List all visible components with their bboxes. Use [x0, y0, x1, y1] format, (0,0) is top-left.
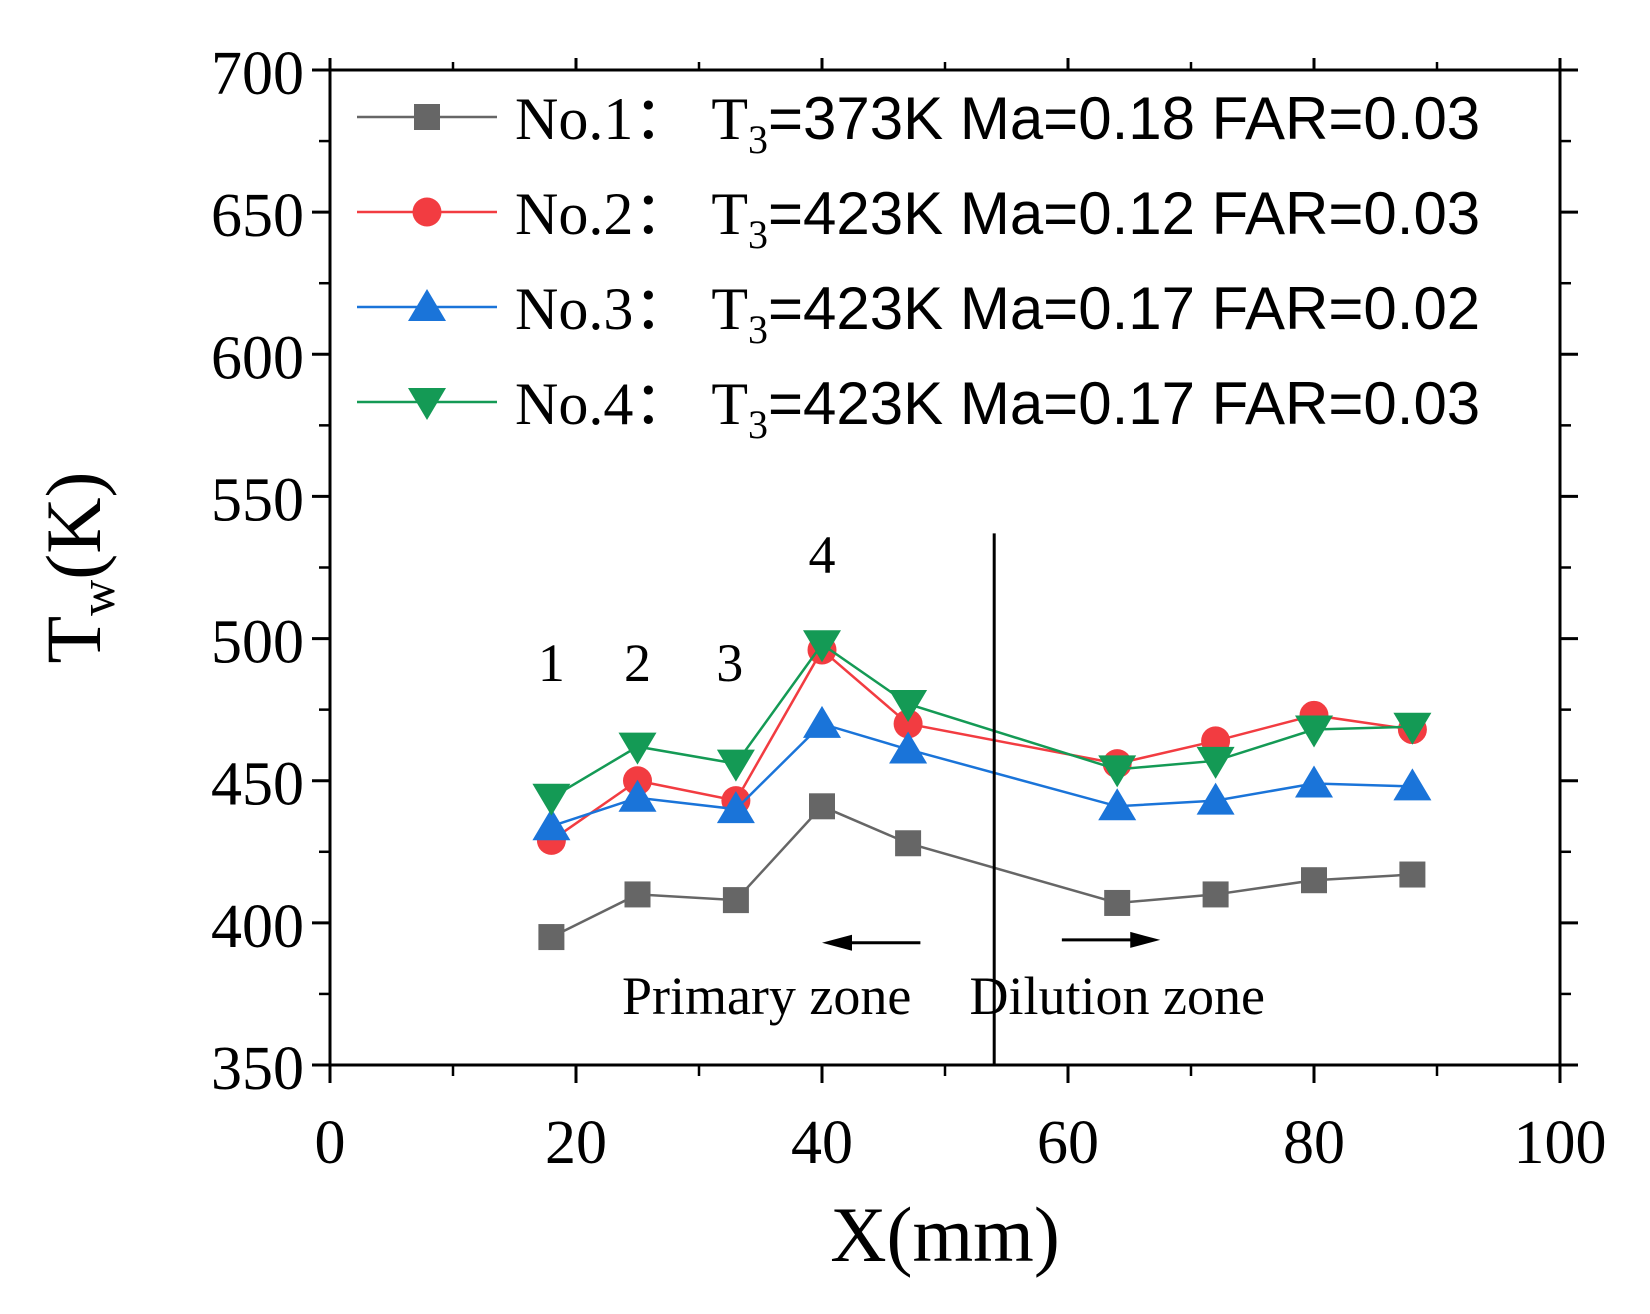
- dilution-zone-arrow-head: [1130, 931, 1161, 948]
- legend-label-case: No.2：: [515, 181, 693, 247]
- data-point: [1196, 782, 1235, 815]
- y-axis-title-unit: (K): [30, 471, 117, 579]
- x-tick-label: 80: [1283, 1109, 1345, 1177]
- legend-label-rest: =373K Ma=0.18 FAR=0.03: [768, 85, 1480, 152]
- legend-label: No.2： T3=423K Ma=0.12 FAR=0.03: [515, 180, 1480, 257]
- data-point: [532, 783, 571, 816]
- legend-label-sub: 3: [748, 307, 768, 352]
- data-point: [1104, 889, 1131, 916]
- data-point: [538, 924, 565, 951]
- series-group: [532, 630, 1432, 951]
- legend-label-rest: =423K Ma=0.12 FAR=0.03: [768, 180, 1480, 247]
- data-point: [895, 830, 922, 857]
- data-point: [1196, 746, 1235, 779]
- data-point: [722, 887, 749, 914]
- legend-label-case: No.1：: [515, 86, 693, 152]
- data-point: [1295, 765, 1333, 798]
- series-line: [550, 648, 1413, 842]
- legend-label-t: T: [711, 86, 748, 152]
- annotations: 1 2 3 4 Primary zone Dilution zone: [538, 525, 1265, 1065]
- data-point: [889, 689, 928, 722]
- series-no3: [532, 705, 1432, 841]
- data-point: [1098, 755, 1137, 788]
- legend-marker: [412, 197, 442, 227]
- data-point: [889, 731, 928, 764]
- data-point: [624, 881, 651, 908]
- legend-label-sub: 3: [748, 117, 768, 162]
- x-tick-label: 20: [545, 1109, 607, 1177]
- data-point: [809, 793, 835, 820]
- legend-label-t: T: [711, 276, 748, 342]
- legend-item: No.3： T3=423K Ma=0.17 FAR=0.02: [357, 275, 1480, 352]
- series-line: [550, 642, 1413, 799]
- y-tick-label: 400: [211, 893, 304, 961]
- dilution-zone-label: Dilution zone: [969, 966, 1264, 1026]
- legend-item: No.1： T3=373K Ma=0.18 FAR=0.03: [357, 85, 1480, 162]
- data-point: [1301, 867, 1327, 894]
- series-no1: [538, 793, 1426, 951]
- x-tick-label: 60: [1037, 1109, 1099, 1177]
- data-point: [1393, 712, 1432, 745]
- legend-marker: [414, 104, 440, 130]
- legend-marker: [408, 289, 446, 321]
- legend-label-sub: 3: [748, 402, 768, 447]
- y-tick-label: 450: [211, 751, 304, 819]
- position-label: 1: [538, 633, 565, 693]
- x-tick-label: 0: [315, 1109, 346, 1177]
- series-no4: [532, 630, 1432, 816]
- legend-item: No.4： T3=423K Ma=0.17 FAR=0.03: [357, 370, 1480, 447]
- position-label: 2: [624, 633, 651, 693]
- legend-label-case: No.4：: [515, 371, 693, 437]
- data-point: [716, 749, 755, 782]
- x-tick-label: 40: [791, 1109, 853, 1177]
- y-tick-label: 600: [211, 324, 304, 392]
- y-axis-title: Tw(K): [30, 471, 125, 663]
- position-label: 3: [716, 633, 743, 693]
- y-axis-title-sub: w: [69, 580, 125, 616]
- data-point: [618, 732, 657, 765]
- legend-label-rest: =423K Ma=0.17 FAR=0.03: [768, 370, 1480, 437]
- data-point: [716, 791, 755, 824]
- legend-marker: [408, 388, 446, 420]
- plot-area: 0 20 40 60 80 100 350 400 450 500 550 600 650 700 X(mm…: [30, 40, 1607, 1278]
- y-tick-label: 500: [211, 609, 304, 677]
- data-point: [1295, 715, 1333, 748]
- legend-label: No.3： T3=423K Ma=0.17 FAR=0.02: [515, 275, 1480, 352]
- y-tick-label: 350: [211, 1035, 304, 1103]
- legend-label-sub: 3: [748, 212, 768, 257]
- legend-label-rest: =423K Ma=0.17 FAR=0.02: [768, 275, 1480, 342]
- data-point: [618, 779, 657, 812]
- series-no2: [536, 635, 1427, 855]
- data-point: [532, 808, 571, 841]
- primary-zone-arrow-head: [822, 934, 852, 951]
- legend-label-t: T: [711, 181, 748, 247]
- series-line: [550, 804, 1413, 939]
- legend-label-case: No.3：: [515, 276, 693, 342]
- y-axis-title-main: T: [30, 616, 117, 664]
- legend-item: No.2： T3=423K Ma=0.12 FAR=0.03: [357, 180, 1480, 257]
- data-point: [893, 709, 923, 739]
- y-tick-label: 550: [211, 466, 304, 534]
- legend-label-t: T: [711, 371, 748, 437]
- x-tick-label: 100: [1514, 1109, 1607, 1177]
- data-point: [1399, 861, 1426, 888]
- y-tick-label: 700: [211, 40, 304, 108]
- legend-label: No.1： T3=373K Ma=0.18 FAR=0.03: [515, 85, 1480, 162]
- position-label: 4: [809, 525, 836, 585]
- primary-zone-label: Primary zone: [622, 966, 911, 1026]
- data-point: [1202, 881, 1229, 908]
- data-point: [803, 630, 841, 663]
- x-axis-title: X(mm): [830, 1191, 1060, 1278]
- data-point: [803, 705, 841, 738]
- legend-label: No.4： T3=423K Ma=0.17 FAR=0.03: [515, 370, 1480, 447]
- y-tick-label: 650: [211, 182, 304, 250]
- data-point: [1393, 768, 1432, 801]
- data-point: [1098, 788, 1137, 821]
